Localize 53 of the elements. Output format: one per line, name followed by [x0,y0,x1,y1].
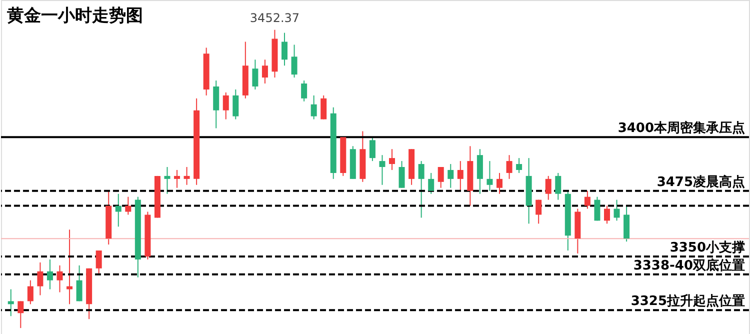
candlestick [18,300,24,329]
candlestick [545,175,552,200]
candlestick [614,199,620,222]
candlestick [27,280,34,305]
candlestick [476,148,483,194]
candlestick [428,172,434,194]
candlestick [604,205,610,224]
ref-line-label: 3400本周密集承压点 [618,120,745,136]
candlestick [282,32,288,66]
chart-title: 黄金一小时走势图 [6,6,143,26]
candlestick [506,154,512,180]
candlestick [594,196,600,222]
candlestick [56,264,63,293]
candlestick [8,288,14,317]
candlestick [301,80,308,102]
candlestick [536,199,542,224]
candlestick [398,160,405,188]
candlestick [184,166,190,186]
candlestick [37,262,44,296]
candlestick [624,205,630,242]
candlestick [96,250,102,275]
candlestick [222,92,229,120]
candlestick [46,258,53,290]
ref-line-label: 3475凌晨高点 [656,174,745,190]
candlestick [418,160,424,218]
candlestick [516,158,522,174]
candlestick [369,136,376,162]
candlestick [438,166,444,188]
candlestick [76,264,82,302]
ref-line-label: 3350小支撑 [670,240,745,256]
candlestick [555,172,562,200]
candlestick [262,59,268,84]
candlestick [164,166,170,194]
candlestick [252,59,258,90]
candlestick [457,160,464,192]
candlestick [379,154,386,186]
candlestick [232,88,239,120]
candlestick [115,193,122,228]
candlestick [213,80,220,129]
candlestick [389,148,396,170]
ref-line-label: 3325拉升起点位置 [630,293,745,310]
candlestick [448,164,454,188]
candlestick [310,94,317,120]
candlestick [486,160,493,192]
candlestick [125,196,132,216]
candlestick [66,229,73,305]
candlestick [320,94,327,120]
candlestick [291,44,298,78]
text: 3452.37 [250,10,300,25]
candlestick [174,169,180,188]
ref-line-label: 3338-40双底位置 [633,257,745,274]
candlestick [496,172,502,194]
candlestick [584,190,590,210]
